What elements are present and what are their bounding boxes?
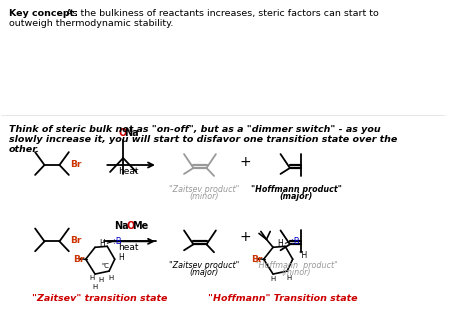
- Text: H: H: [109, 275, 114, 281]
- Text: Key concept:: Key concept:: [9, 9, 78, 18]
- Text: "H: "H: [298, 251, 308, 260]
- Text: heat: heat: [118, 167, 139, 176]
- Text: Think of steric bulk not as "on-off", but as a "dimmer switch" - as you: Think of steric bulk not as "on-off", bu…: [9, 125, 381, 134]
- Text: other.: other.: [9, 145, 40, 154]
- Text: O: O: [127, 221, 135, 231]
- Text: "Zaitsev product": "Zaitsev product": [169, 261, 239, 270]
- Text: H: H: [90, 275, 95, 281]
- Text: "Zaitsev" transition state: "Zaitsev" transition state: [32, 294, 167, 303]
- Text: outweigh thermodynamic stability.: outweigh thermodynamic stability.: [9, 19, 173, 28]
- Text: H: H: [278, 239, 283, 248]
- Text: (major): (major): [280, 192, 313, 201]
- Text: Br: Br: [252, 255, 263, 264]
- Text: Na: Na: [124, 128, 139, 138]
- Text: Me: Me: [133, 221, 149, 231]
- Text: H: H: [100, 239, 105, 248]
- Text: H: H: [270, 276, 276, 282]
- Text: As the bulkiness of reactants increases, steric factors can start to: As the bulkiness of reactants increases,…: [63, 9, 379, 18]
- Text: (major): (major): [189, 268, 219, 277]
- Text: heat: heat: [118, 243, 139, 252]
- Text: "Hoffmann" Transition state: "Hoffmann" Transition state: [208, 294, 357, 303]
- Text: "Hoffmann  product": "Hoffmann product": [255, 261, 338, 270]
- Text: H: H: [118, 253, 124, 262]
- Text: Na: Na: [114, 221, 128, 231]
- Text: H: H: [92, 284, 98, 290]
- Text: H: H: [286, 275, 292, 281]
- Text: H: H: [98, 277, 103, 283]
- Text: +: +: [239, 230, 251, 245]
- Text: "Hoffmann product": "Hoffmann product": [251, 185, 342, 194]
- Text: "Zaitsev product": "Zaitsev product": [169, 185, 239, 194]
- Text: +: +: [239, 155, 251, 169]
- Text: slowly increase it, you will start to disfavor one transition state over the: slowly increase it, you will start to di…: [9, 135, 397, 144]
- Text: (minor): (minor): [189, 192, 219, 201]
- Text: (minor): (minor): [282, 268, 311, 277]
- Text: Br: Br: [70, 159, 81, 169]
- Text: :B: :B: [113, 237, 121, 246]
- Text: :B: :B: [291, 237, 300, 246]
- Text: Br: Br: [73, 255, 85, 264]
- Text: Br: Br: [70, 236, 81, 245]
- Text: O: O: [118, 128, 127, 138]
- Text: "C: "C: [101, 263, 109, 269]
